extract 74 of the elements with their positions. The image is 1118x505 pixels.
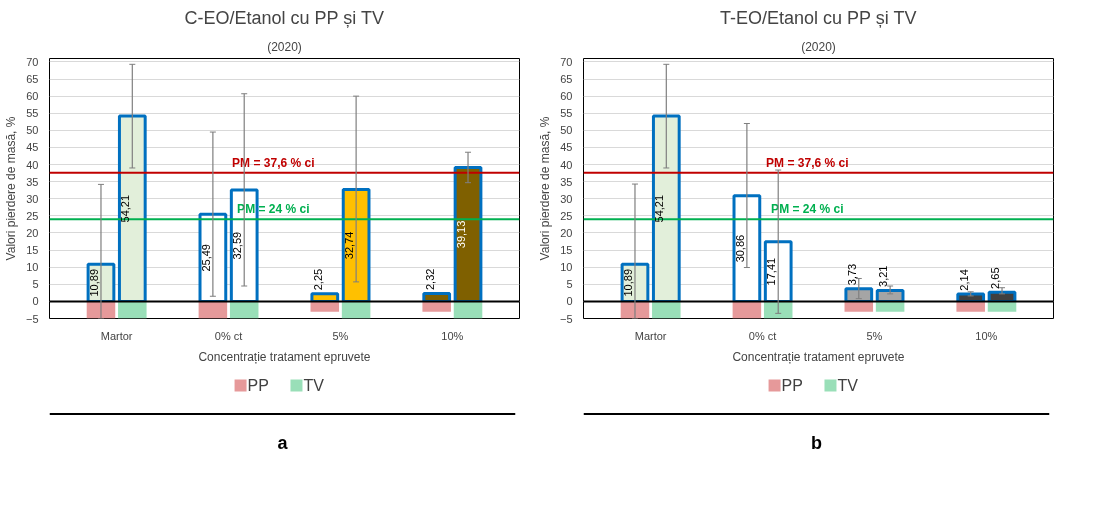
y-tick-label: 0 <box>32 295 39 308</box>
x-tick-label: Martor <box>634 329 667 342</box>
y-tick-label: 15 <box>26 244 39 257</box>
data-label: 30,86 <box>733 234 746 263</box>
data-label: 54,21 <box>653 194 666 223</box>
x-tick-label: 10% <box>975 329 998 342</box>
y-tick-label: 50 <box>560 124 573 137</box>
data-label: 3,73 <box>845 263 858 286</box>
y-tick-label: −5 <box>559 312 573 325</box>
y-tick-label: 35 <box>26 175 39 188</box>
text: b <box>811 432 822 453</box>
data-label: 10,89 <box>621 269 634 297</box>
data-label: 39,13 <box>455 220 468 249</box>
data-label: 3,21 <box>877 265 890 287</box>
y-tick-label: 65 <box>26 73 39 86</box>
x-tick-label: 0% ct <box>214 329 243 342</box>
chart-subtitle: (2020) <box>801 39 836 54</box>
x-tick-label: 5% <box>866 329 883 342</box>
y-tick-label: 60 <box>26 90 39 103</box>
y-tick-label: 10 <box>560 261 573 274</box>
legend-label: TV <box>303 377 325 394</box>
x-axis-title: Concentrație tratament epruvete <box>732 349 905 364</box>
y-tick-label: 50 <box>26 124 39 137</box>
y-axis-title: Valori pierdere de masă, % <box>537 116 552 261</box>
data-label: 32,59 <box>231 231 244 260</box>
y-tick-label: 60 <box>560 90 573 103</box>
legend-label: PP <box>781 377 803 394</box>
x-tick-label: Martor <box>100 329 133 342</box>
chart-title: C-EO/Etanol cu PP și TV <box>184 7 384 28</box>
y-tick-label: 40 <box>560 158 573 171</box>
y-tick-label: 40 <box>26 158 39 171</box>
y-tick-label: −5 <box>25 312 39 325</box>
x-axis-title: Concentrație tratament epruvete <box>198 349 371 364</box>
y-tick-label: 65 <box>560 73 573 86</box>
data-label: 2,65 <box>989 267 1002 289</box>
y-tick-label: 30 <box>560 192 573 205</box>
chart-subtitle: (2020) <box>267 39 302 54</box>
data-label: 32,74 <box>343 231 356 260</box>
ref-line-label: PM = 37,6 % ci <box>232 155 315 170</box>
y-tick-label: 35 <box>560 175 573 188</box>
chart-title: T-EO/Etanol cu PP și TV <box>719 7 917 28</box>
y-tick-label: 45 <box>560 141 573 154</box>
data-label: 2,32 <box>423 268 436 291</box>
data-label: 17,41 <box>765 257 778 286</box>
y-axis-title: Valori pierdere de masă, % <box>3 116 18 261</box>
y-tick-label: 45 <box>26 141 39 154</box>
data-label: 10,89 <box>87 269 100 297</box>
legend-label: PP <box>247 377 269 394</box>
y-tick-label: 55 <box>560 107 573 120</box>
y-tick-label: 5 <box>566 278 573 291</box>
data-label: 2,14 <box>957 269 970 291</box>
data-label: 25,49 <box>199 244 212 272</box>
y-tick-label: 5 <box>32 278 39 291</box>
data-label: 54,21 <box>119 194 132 223</box>
y-tick-label: 25 <box>560 209 573 222</box>
text: a <box>277 432 289 453</box>
ref-line-label: PM = 24 % ci <box>771 202 844 217</box>
y-tick-label: 15 <box>560 244 573 257</box>
x-tick-label: 10% <box>441 329 464 342</box>
data-label: 2,25 <box>311 268 324 291</box>
y-tick-label: 10 <box>26 261 39 274</box>
x-tick-label: 5% <box>332 329 349 342</box>
y-tick-label: 70 <box>26 55 39 68</box>
y-tick-label: 55 <box>26 107 39 120</box>
ref-line-label: PM = 24 % ci <box>237 202 310 217</box>
y-tick-label: 25 <box>26 209 39 222</box>
x-tick-label: 0% ct <box>748 329 777 342</box>
y-tick-label: 0 <box>566 295 573 308</box>
y-tick-label: 30 <box>26 192 39 205</box>
legend-label: TV <box>837 377 859 394</box>
y-tick-label: 70 <box>560 55 573 68</box>
ref-line-label: PM = 37,6 % ci <box>766 155 849 170</box>
y-tick-label: 20 <box>26 226 39 239</box>
y-tick-label: 20 <box>560 226 573 239</box>
